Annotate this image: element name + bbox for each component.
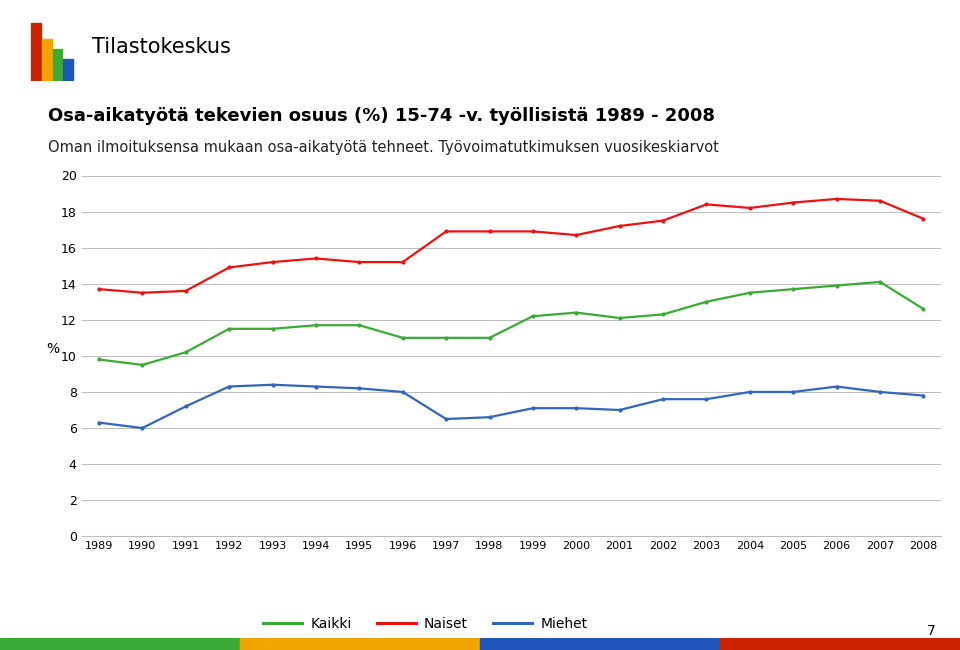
- Text: 7: 7: [927, 624, 936, 638]
- Text: Osa-aikatyötä tekevien osuus (%) 15-74 -v. työllisistä 1989 - 2008: Osa-aikatyötä tekevien osuus (%) 15-74 -…: [48, 107, 715, 125]
- Y-axis label: %: %: [46, 342, 60, 356]
- Legend: Kaikki, Naiset, Miehet: Kaikki, Naiset, Miehet: [257, 612, 593, 637]
- Text: Oman ilmoituksensa mukaan osa-aikatyötä tehneet. Työvoimatutkimuksen vuosikeskia: Oman ilmoituksensa mukaan osa-aikatyötä …: [48, 140, 719, 155]
- Bar: [42, 39, 52, 81]
- Bar: [720, 638, 960, 650]
- Bar: [480, 638, 720, 650]
- Bar: [32, 23, 41, 81]
- Bar: [53, 49, 62, 81]
- Bar: [63, 58, 73, 81]
- Text: Tilastokeskus: Tilastokeskus: [92, 37, 231, 57]
- Bar: [0, 638, 240, 650]
- Bar: [240, 638, 480, 650]
